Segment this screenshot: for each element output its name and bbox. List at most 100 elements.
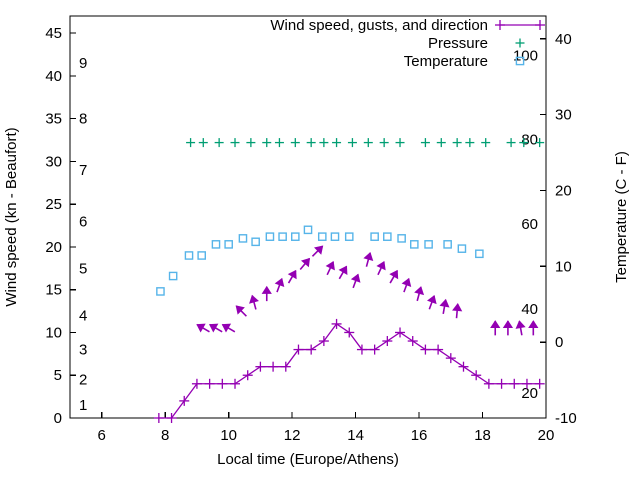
pressure-point xyxy=(306,138,316,148)
wind-speed-point xyxy=(242,370,253,381)
wind-speed-point xyxy=(318,336,329,347)
temperature-point xyxy=(251,237,260,247)
beaufort-label: 1 xyxy=(79,397,87,414)
temperature-point xyxy=(197,251,206,260)
pressure-point xyxy=(186,138,196,148)
temperature-point xyxy=(156,287,165,296)
wind-direction-arrow xyxy=(490,320,501,336)
wind-speed-point xyxy=(179,395,190,406)
wind-speed-point xyxy=(433,344,444,355)
wind-speed-point xyxy=(445,353,456,364)
x-tick-label: 10 xyxy=(220,427,237,444)
wind-direction-arrow xyxy=(299,257,311,271)
temperature-point xyxy=(238,234,248,243)
x-axis-title: Local time (Europe/Athens) xyxy=(217,451,399,468)
pressure-point xyxy=(290,138,300,148)
legend-symbol-pressure xyxy=(515,38,525,48)
wind-direction-arrow xyxy=(350,273,361,289)
temperature-point xyxy=(265,232,275,241)
wind-speed-point xyxy=(458,361,469,372)
beaufort-label: 7 xyxy=(79,162,87,179)
wind-direction-arrow xyxy=(196,323,210,333)
y-left-tick-label: 15 xyxy=(45,282,62,299)
y-axis-right-ticks: -10 0 10 20 30 40 xyxy=(540,31,577,427)
wind-direction-arrow xyxy=(208,323,223,333)
wind-speed-point xyxy=(509,378,520,389)
temperature-point xyxy=(168,271,178,281)
wind-speed-point xyxy=(230,378,241,389)
wind-direction-arrow xyxy=(221,323,236,333)
y-axis-left-ticks: 0 5 10 15 20 25 30 35 40 45 xyxy=(45,25,76,427)
beaufort-label: 6 xyxy=(79,213,87,230)
y-left-tick-label: 0 xyxy=(54,410,62,427)
wind-speed-point xyxy=(153,413,164,423)
wind-direction-arrow xyxy=(363,251,374,267)
y-left-tick-label: 5 xyxy=(54,367,62,384)
y-left-tick-label: 45 xyxy=(45,25,62,42)
temperature-point xyxy=(330,232,340,241)
wind-speed-point xyxy=(407,336,418,347)
fahrenheit-scale-labels: 20 40 60 80 100 xyxy=(513,47,538,402)
y-left-tick-label: 40 xyxy=(45,68,62,85)
pressure-point xyxy=(465,138,475,148)
wind-speed-point xyxy=(255,361,266,372)
series-temperature xyxy=(156,225,484,296)
wind-speed-point xyxy=(521,378,532,389)
fahrenheit-label: 60 xyxy=(521,216,538,233)
wind-speed-point xyxy=(191,378,202,389)
pressure-point xyxy=(363,138,373,148)
temperature-point xyxy=(410,240,419,249)
x-tick-label: 18 xyxy=(474,427,491,444)
pressure-point xyxy=(332,138,342,148)
pressure-point xyxy=(452,138,462,148)
wind-direction-arrow xyxy=(502,320,514,336)
temperature-point xyxy=(211,240,221,249)
wind-speed-point xyxy=(420,344,431,355)
wind-direction-arrow xyxy=(401,277,412,293)
beaufort-label: 9 xyxy=(79,55,87,72)
chart-legend: Wind speed, gusts, and direction Pressur… xyxy=(270,17,545,70)
y-right-tick-label: 10 xyxy=(555,258,572,275)
legend-label-wind: Wind speed, gusts, and direction xyxy=(270,17,488,34)
beaufort-label: 8 xyxy=(79,111,87,128)
temperature-point xyxy=(383,232,392,241)
legend-plus-left xyxy=(495,20,505,30)
wind-direction-arrow xyxy=(338,265,348,280)
wind-speed-point xyxy=(268,361,279,372)
x-tick-label: 12 xyxy=(284,427,301,444)
wind-speed-point xyxy=(496,378,507,389)
pressure-point xyxy=(436,138,446,148)
wind-speed-point xyxy=(280,361,291,372)
fahrenheit-label: 40 xyxy=(521,301,538,318)
fahrenheit-label: 100 xyxy=(513,47,538,64)
legend-symbol-temperature xyxy=(515,56,525,66)
wind-speed-point xyxy=(217,378,228,389)
series-wind-speed xyxy=(153,318,545,423)
wind-speed-point xyxy=(483,378,494,389)
pressure-point xyxy=(214,138,224,148)
beaufort-label: 4 xyxy=(79,307,87,324)
wind-speed-line xyxy=(158,323,540,419)
pressure-point xyxy=(274,138,284,148)
wind-speed-point xyxy=(382,336,393,347)
y-right-tick-label: 0 xyxy=(555,334,563,351)
fahrenheit-label: 20 xyxy=(521,385,538,402)
wind-direction-arrow xyxy=(414,286,425,302)
y-left-tick-label: 10 xyxy=(45,324,62,341)
y-left-tick-label: 35 xyxy=(45,111,62,128)
wind-speed-point xyxy=(344,327,355,338)
beaufort-label: 3 xyxy=(79,342,87,359)
x-axis-ticks: 6 8 10 12 14 16 18 20 xyxy=(98,412,554,444)
plot-frame xyxy=(69,15,547,419)
legend-plus-right xyxy=(535,20,545,30)
series-pressure xyxy=(186,138,545,148)
legend-symbol-wind xyxy=(495,20,545,30)
beaufort-scale-labels: 1 2 3 4 5 6 7 8 9 xyxy=(79,55,87,414)
y-right-tick-label: 40 xyxy=(555,31,572,48)
beaufort-label: 2 xyxy=(79,372,87,389)
temperature-point xyxy=(457,244,467,253)
legend-label-pressure: Pressure xyxy=(428,35,488,52)
wind-speed-point xyxy=(471,370,482,381)
y-right-tick-label: -10 xyxy=(555,410,577,427)
